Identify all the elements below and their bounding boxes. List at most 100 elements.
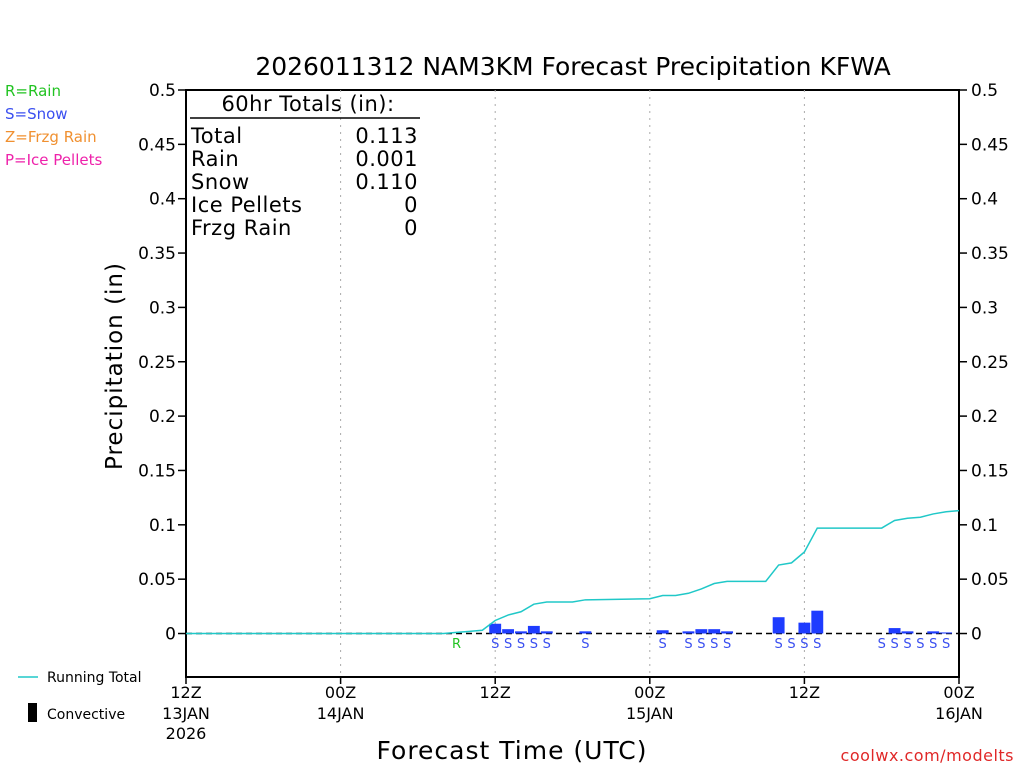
precip-type-marker: S xyxy=(723,637,731,652)
precip-type-legend-item: S=Snow xyxy=(5,105,68,123)
precip-bar xyxy=(489,623,502,634)
precip-bar xyxy=(901,631,914,634)
y-tick-label-right: 0.2 xyxy=(971,407,998,427)
totals-box: 60hr Totals (in): Total 0.113 Rain 0.001 Sno… xyxy=(190,92,420,240)
precip-type-marker: S xyxy=(800,637,808,652)
y-tick-label: 0.3 xyxy=(149,298,176,318)
precip-type-marker: S xyxy=(775,637,783,652)
y-tick-label-right: 0 xyxy=(971,625,982,645)
precip-type-marker: S xyxy=(890,637,898,652)
y-axis-left: 0.5 0.45 0.4 0.35 0.3 0.25 0.2 0.15 0.1 0.05 0 xyxy=(138,81,186,645)
precip-type-marker: S xyxy=(916,637,924,652)
totals-row-value: 0.110 xyxy=(355,170,418,194)
y-tick-label-right: 0.05 xyxy=(971,570,1009,590)
y-tick-label: 0.1 xyxy=(149,516,176,536)
x-tick-time-label: 12Z xyxy=(789,683,820,702)
credit-text: coolwx.com/modelts xyxy=(841,746,1014,765)
totals-row-label: Rain xyxy=(191,147,239,171)
y-tick-label: 0.2 xyxy=(149,407,176,427)
precip-bar xyxy=(708,629,721,634)
totals-row-value: 0.113 xyxy=(355,124,418,148)
y-tick-label: 0.35 xyxy=(138,244,176,264)
y-tick-label-right: 0.1 xyxy=(971,516,998,536)
hourly-precip-bars xyxy=(489,610,953,634)
totals-row-label: Snow xyxy=(191,170,250,194)
precip-bar xyxy=(502,629,515,634)
x-axis-label: Forecast Time (UTC) xyxy=(377,736,648,765)
precip-type-marker: S xyxy=(543,637,551,652)
y-tick-label: 0.5 xyxy=(149,81,176,101)
precip-type-marker: S xyxy=(942,637,950,652)
chart-title: 2026011312 NAM3KM Forecast Precipitation… xyxy=(255,52,890,81)
totals-row-label: Total xyxy=(190,124,243,148)
bottom-legend: Running Total Convective xyxy=(18,670,142,723)
x-tick-time-label: 12Z xyxy=(480,683,511,702)
y-tick-label-right: 0.35 xyxy=(971,244,1009,264)
y-tick-label-right: 0.5 xyxy=(971,81,998,101)
precip-type-legend: R=Rain S=Snow Z=Frzg Rain P=Ice Pellets xyxy=(5,82,102,169)
precip-type-marker: S xyxy=(530,637,538,652)
precip-type-marker: S xyxy=(878,637,886,652)
precip-type-legend-item: P=Ice Pellets xyxy=(5,151,102,169)
x-tick-date-label: 14JAN xyxy=(317,704,365,723)
precip-bar xyxy=(927,631,940,634)
y-tick-label-right: 0.3 xyxy=(971,298,998,318)
y-tick-label-right: 0.25 xyxy=(971,353,1009,373)
running-total-legend-label: Running Total xyxy=(47,670,142,686)
precip-type-marker: R xyxy=(452,637,461,652)
precip-bar xyxy=(515,631,527,634)
x-tick-year-label: 2026 xyxy=(166,724,207,743)
totals-row-label: Frzg Rain xyxy=(191,216,292,240)
precip-type-legend-item: Z=Frzg Rain xyxy=(5,128,97,146)
x-tick-time-label: 00Z xyxy=(634,683,665,702)
y-tick-label-right: 0.4 xyxy=(971,190,998,210)
y-tick-label: 0.05 xyxy=(138,570,176,590)
y-tick-label: 0.45 xyxy=(138,135,176,155)
y-tick-label: 0.4 xyxy=(149,190,176,210)
totals-row-value: 0 xyxy=(404,216,418,240)
running-total-line xyxy=(186,509,960,635)
precip-type-marker: S xyxy=(517,637,525,652)
y-tick-label: 0 xyxy=(165,625,176,645)
precip-type-marker: S xyxy=(697,637,705,652)
precip-bar xyxy=(695,629,708,634)
precip-type-marker: S xyxy=(929,637,937,652)
precip-type-marker: S xyxy=(903,637,911,652)
precip-bar xyxy=(811,610,824,634)
totals-row-value: 0 xyxy=(404,193,418,217)
y-tick-label-right: 0.15 xyxy=(971,461,1009,481)
precip-bar xyxy=(888,628,901,634)
plot-frame xyxy=(185,89,960,678)
x-tick-time-label: 00Z xyxy=(943,683,974,702)
precip-bar xyxy=(798,622,811,634)
convective-legend-label: Convective xyxy=(47,707,125,723)
precip-type-marker: S xyxy=(659,637,667,652)
x-tick-date-label: 15JAN xyxy=(626,704,674,723)
precip-bar xyxy=(682,631,695,634)
precip-type-marker: S xyxy=(710,637,718,652)
convective-swatch xyxy=(28,703,37,722)
y-tick-label: 0.25 xyxy=(138,353,176,373)
totals-row-label: Ice Pellets xyxy=(191,193,302,217)
precip-bar xyxy=(772,617,785,634)
totals-row-value: 0.001 xyxy=(355,147,418,171)
y-axis-right: 0.5 0.45 0.4 0.35 0.3 0.25 0.2 0.15 0.1 0.05 0 xyxy=(959,81,1009,645)
precip-type-marker: S xyxy=(787,637,795,652)
x-tick-time-label: 00Z xyxy=(325,683,356,702)
precip-bar xyxy=(940,632,953,634)
precip-type-marker: S xyxy=(813,637,821,652)
y-axis-label: Precipitation (in) xyxy=(102,262,128,470)
x-tick-date-label: 13JAN xyxy=(162,704,210,723)
y-tick-label-right: 0.45 xyxy=(971,135,1009,155)
x-tick-date-label: 16JAN xyxy=(935,704,983,723)
precip-type-marker: S xyxy=(684,637,692,652)
y-tick-label: 0.15 xyxy=(138,461,176,481)
precip-bar xyxy=(656,630,669,634)
precip-type-marker: S xyxy=(581,637,589,652)
totals-heading: 60hr Totals (in): xyxy=(221,92,394,116)
precip-type-legend-item: R=Rain xyxy=(5,82,61,100)
precip-type-marker: S xyxy=(504,637,512,652)
